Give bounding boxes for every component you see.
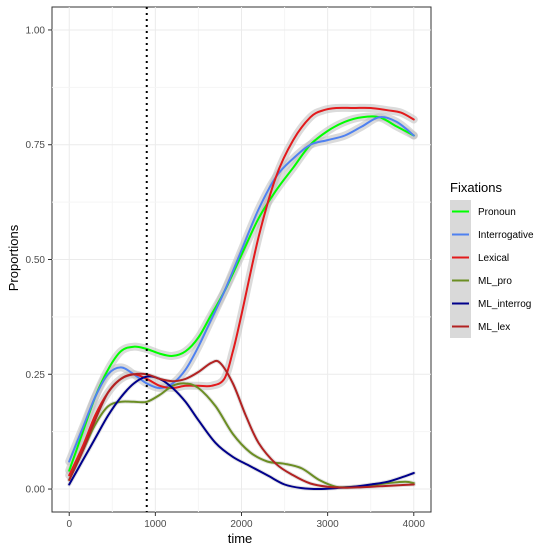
legend-label: Lexical: [478, 253, 509, 264]
legend-label: ML_interrog: [478, 299, 531, 310]
y-tick-label: 0.75: [26, 140, 46, 151]
x-tick-label: 1000: [144, 519, 167, 530]
series-line: [68, 116, 415, 463]
x-tick-label: 2000: [230, 519, 253, 530]
y-tick-label: 0.25: [26, 370, 46, 381]
y-tick-label: 1.00: [26, 25, 46, 36]
y-axis-title: Proportions: [6, 224, 21, 291]
y-tick-label: 0.00: [26, 485, 46, 496]
x-axis-ticks: 0 1000 2000 3000 4000: [66, 512, 425, 530]
x-tick-label: 3000: [317, 519, 340, 530]
legend-label: Pronoun: [478, 207, 516, 218]
y-tick-label: 0.50: [26, 255, 46, 266]
legend-label: ML_lex: [478, 322, 510, 333]
x-axis-title: time: [228, 531, 253, 546]
series-lines: [68, 106, 415, 490]
legend-label: Interrogative: [478, 230, 534, 241]
legend-label: ML_pro: [478, 276, 512, 287]
legend: Fixations Pronoun Interrogative Lexical ML_…: [450, 180, 534, 338]
y-axis-ticks: 0.00 0.25 0.50 0.75 1.00: [26, 25, 52, 496]
grid-lines: [52, 7, 431, 512]
x-tick-label: 4000: [403, 519, 426, 530]
legend-title: Fixations: [450, 180, 503, 195]
series-line: [68, 359, 415, 489]
x-tick-label: 0: [66, 519, 72, 530]
